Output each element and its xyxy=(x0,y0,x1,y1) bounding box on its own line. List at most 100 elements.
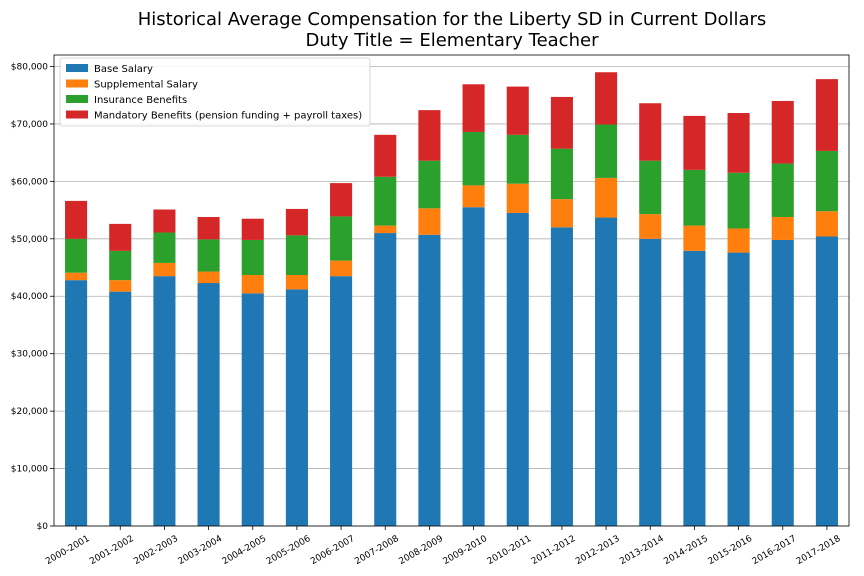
bar-segment xyxy=(550,227,573,526)
legend-label: Base Salary xyxy=(94,64,153,75)
bar-segment xyxy=(639,214,662,239)
bar-segment xyxy=(65,272,88,281)
bar-segment xyxy=(374,225,397,234)
plot-frame xyxy=(53,54,850,527)
bar-segment xyxy=(506,134,529,184)
bar-segment xyxy=(462,185,485,208)
bar-segment xyxy=(65,200,88,239)
bars xyxy=(65,72,838,527)
legend-label: Supplemental Salary xyxy=(94,80,198,91)
bar-segment xyxy=(550,199,573,228)
legend-label: Mandatory Benefits (pension funding + pa… xyxy=(94,111,362,122)
bar-segment xyxy=(197,283,220,526)
y-tick-label: $80,000 xyxy=(11,62,48,72)
bar-segment xyxy=(418,110,441,161)
bar-segment xyxy=(418,160,441,209)
y-tick-label: $10,000 xyxy=(11,465,48,475)
bar-segment xyxy=(550,148,573,200)
bar-segment xyxy=(727,113,750,173)
bar-segment xyxy=(771,100,794,164)
legend-label: Insurance Benefits xyxy=(94,95,187,106)
x-tick-label: 2003-2004 xyxy=(177,534,225,567)
x-tick-label: 2005-2006 xyxy=(265,534,313,567)
bar-segment xyxy=(815,79,838,151)
bar-segment xyxy=(109,280,132,292)
x-tick-label: 2016-2017 xyxy=(751,534,798,567)
bar-segment xyxy=(65,238,88,273)
x-tick-label: 2017-2018 xyxy=(795,534,843,567)
bar-segment xyxy=(153,262,176,277)
y-tick-label: $30,000 xyxy=(11,350,48,360)
bar-segment xyxy=(374,233,397,526)
bar-segment xyxy=(285,289,308,526)
bar-segment xyxy=(197,271,220,284)
bar-segment xyxy=(462,131,485,186)
y-tick-label: $40,000 xyxy=(11,292,48,302)
bar-segment xyxy=(683,169,706,226)
bar-segment xyxy=(285,208,308,236)
bar-segment xyxy=(506,212,529,526)
bar-segment xyxy=(771,239,794,526)
bar-segment xyxy=(595,217,618,527)
bar-segment xyxy=(418,208,441,235)
bar-segment xyxy=(153,276,176,526)
bar-segment xyxy=(727,228,750,253)
x-tick-label: 2014-2015 xyxy=(662,534,709,567)
y-tick-label: $70,000 xyxy=(11,120,48,130)
x-tick-label: 2007-2008 xyxy=(353,534,401,567)
bar-segment xyxy=(285,235,308,275)
x-tick-label: 2001-2002 xyxy=(88,534,135,567)
bar-segment xyxy=(815,150,838,212)
bar-segment xyxy=(330,276,353,526)
x-tick-label: 2004-2005 xyxy=(221,534,268,567)
chart-title: Historical Average Compensation for the … xyxy=(138,9,767,30)
grid-lines xyxy=(54,66,849,527)
bar-segment xyxy=(815,211,838,237)
legend-swatch xyxy=(66,110,88,119)
bar-segment xyxy=(330,260,353,277)
x-tick-label: 2008-2009 xyxy=(397,534,445,567)
x-tick-label: 2009-2010 xyxy=(442,534,490,567)
x-tick-label: 2010-2011 xyxy=(486,534,533,567)
bar-segment xyxy=(197,239,220,272)
bar-segment xyxy=(330,216,353,261)
bar-segment xyxy=(683,250,706,527)
bar-segment xyxy=(330,183,353,217)
y-tick-label: $60,000 xyxy=(11,177,48,187)
bar-segment xyxy=(153,209,176,233)
bar-segment xyxy=(683,115,706,170)
y-tick-label: $20,000 xyxy=(11,407,48,417)
legend-swatch xyxy=(66,79,88,88)
bar-segment xyxy=(197,216,220,240)
bar-segment xyxy=(771,163,794,217)
bar-segment xyxy=(418,234,441,526)
x-tick-label: 2000-2001 xyxy=(44,534,91,567)
x-tick-label: 2006-2007 xyxy=(309,534,356,567)
chart-subtitle: Duty Title = Elementary Teacher xyxy=(306,30,600,51)
y-tick-label: $50,000 xyxy=(11,235,48,245)
bar-segment xyxy=(109,291,132,526)
x-tick-label: 2012-2013 xyxy=(574,534,621,567)
bar-segment xyxy=(815,236,838,526)
bar-segment xyxy=(595,177,618,218)
bar-segment xyxy=(109,223,132,251)
bar-segment xyxy=(374,176,397,226)
y-tick-label: $0 xyxy=(37,522,49,532)
legend-swatch xyxy=(66,64,88,72)
legend-swatch xyxy=(66,95,88,103)
x-tick-label: 2011-2012 xyxy=(530,534,577,567)
bar-segment xyxy=(65,280,88,526)
bar-segment xyxy=(462,207,485,526)
x-tick-label: 2002-2003 xyxy=(132,534,179,567)
bar-segment xyxy=(771,216,794,240)
bar-segment xyxy=(241,274,264,294)
bar-segment xyxy=(374,134,397,177)
bar-segment xyxy=(727,252,750,526)
legend-box xyxy=(59,57,371,127)
bar-segment xyxy=(595,124,618,178)
bar-segment xyxy=(241,239,264,275)
bar-segment xyxy=(241,293,264,526)
bar-segment xyxy=(550,96,573,149)
bar-segment xyxy=(639,238,662,526)
